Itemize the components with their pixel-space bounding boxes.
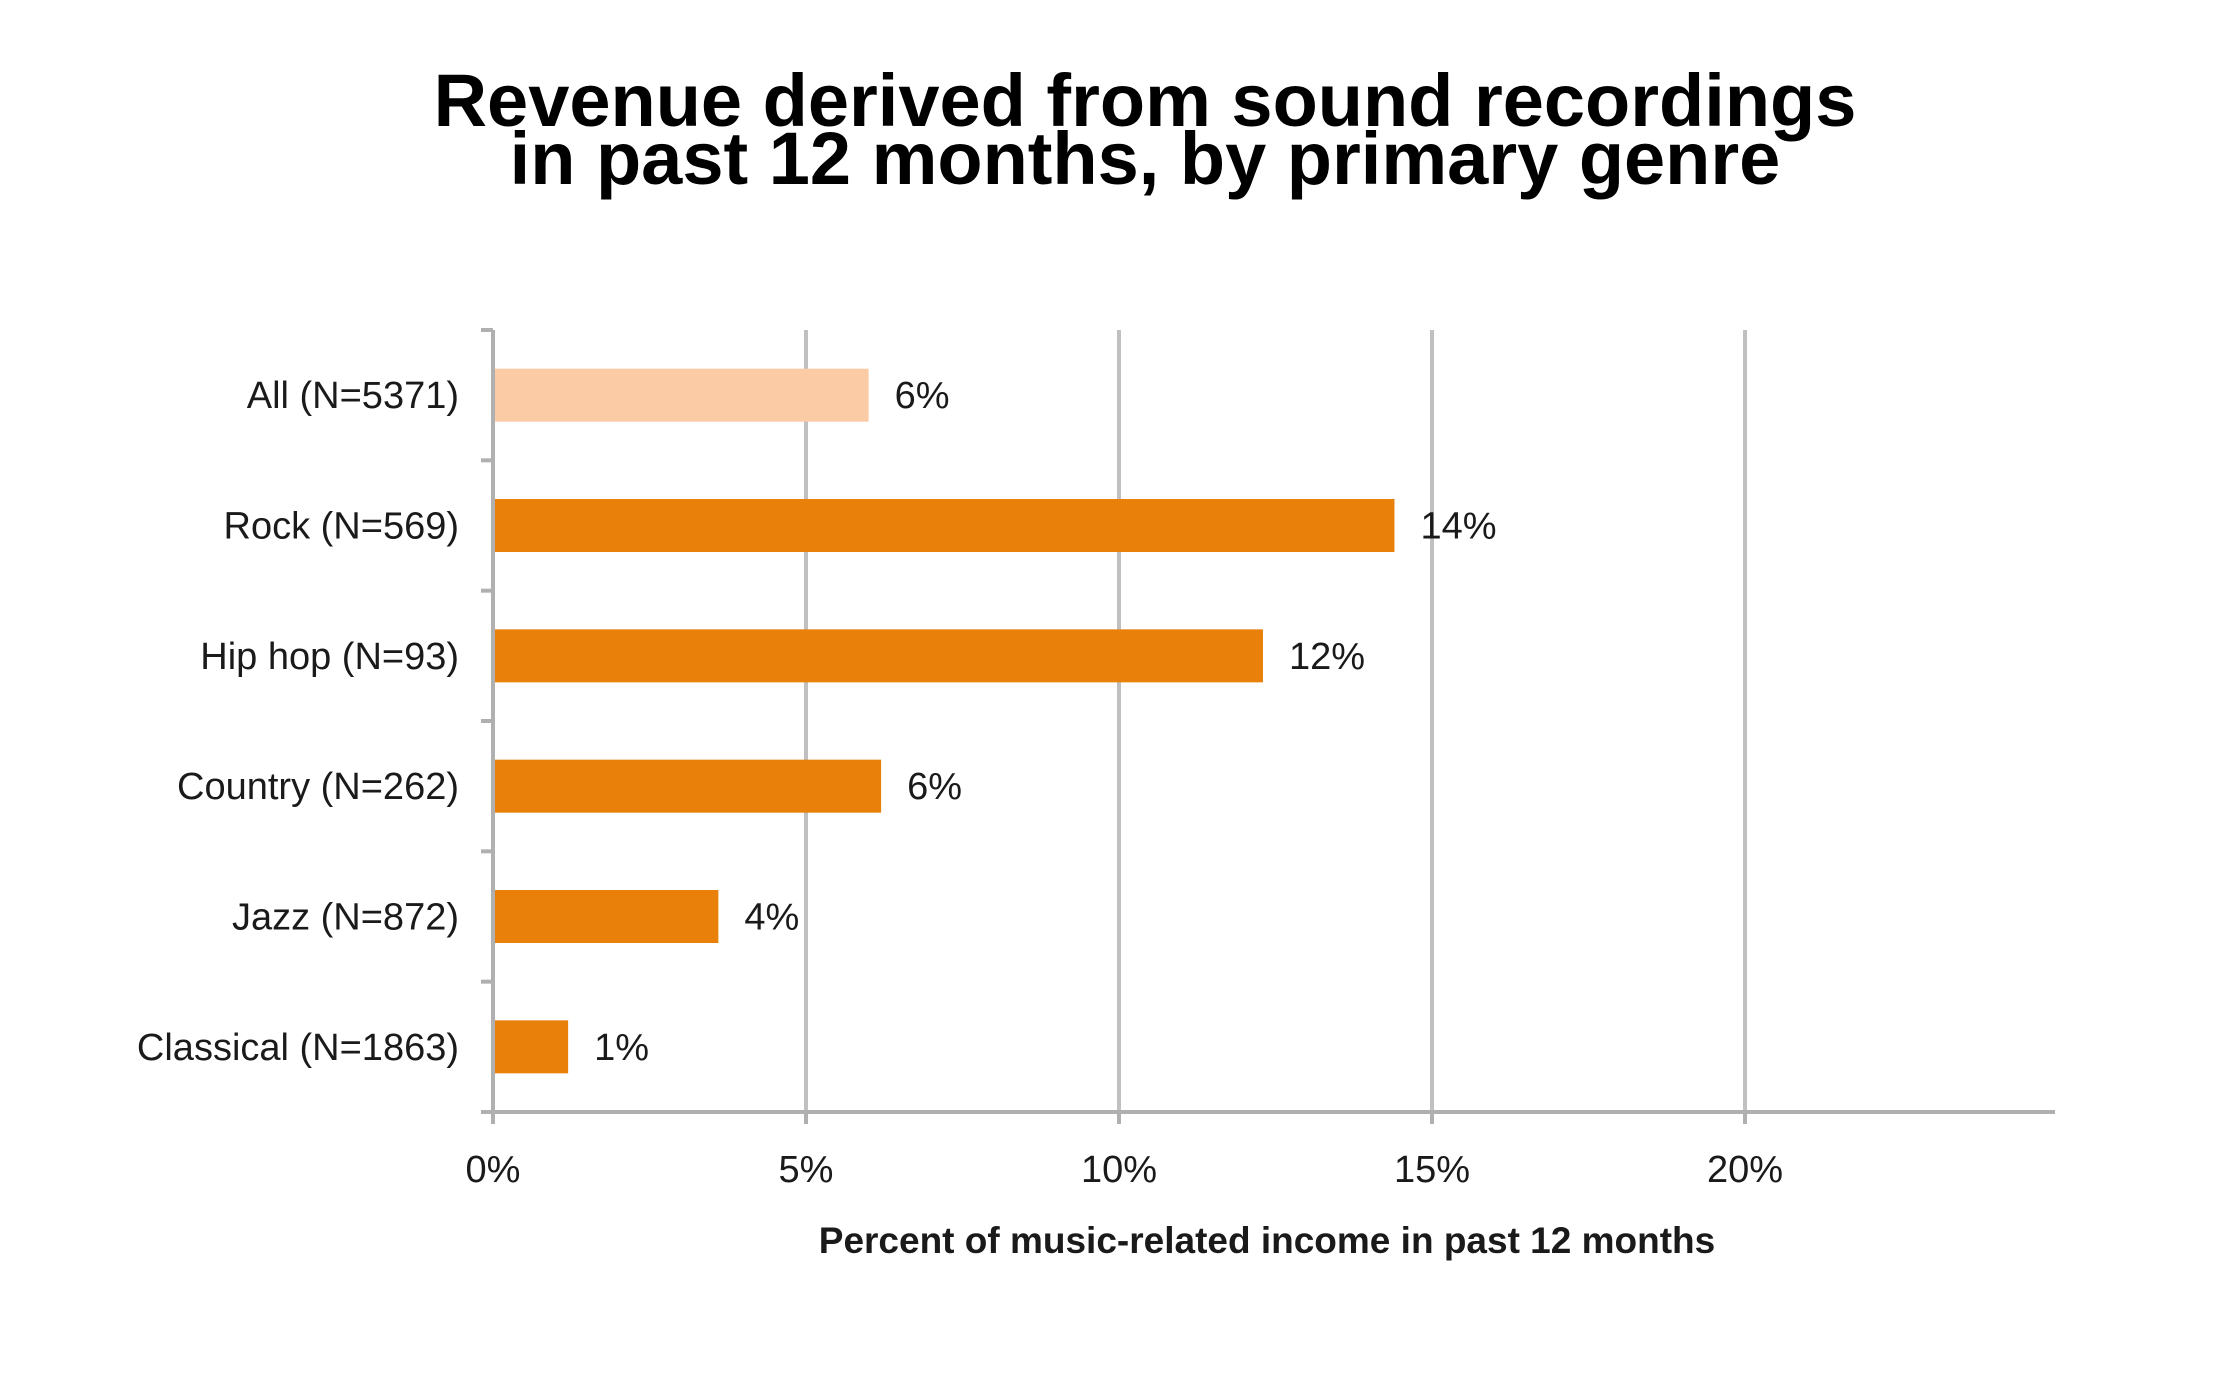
category-label-2: Hip hop (N=93) <box>200 636 459 678</box>
category-label-4: Jazz (N=872) <box>232 897 459 939</box>
bar-0 <box>493 368 869 422</box>
category-label-3: Country (N=262) <box>177 766 459 808</box>
category-label-0: All (N=5371) <box>247 375 459 417</box>
bar-3 <box>493 759 882 813</box>
grid-lines <box>804 330 1747 1112</box>
x-tick-label-5: 5% <box>779 1149 834 1191</box>
chart-title: Revenue derived from sound recordings in… <box>0 59 2240 200</box>
value-label-2: 12% <box>1289 636 1365 678</box>
bar-1 <box>493 499 1395 552</box>
value-label-1: 14% <box>1420 506 1496 548</box>
x-tick-label-0: 0% <box>466 1149 521 1191</box>
category-label-5: Classical (N=1863) <box>137 1027 459 1069</box>
value-label-5: 1% <box>594 1027 649 1069</box>
labels: All (N=5371) 6% Rock (N=569) 14% Hip hop (N=… <box>137 375 1783 1191</box>
value-label-3: 6% <box>907 766 962 808</box>
bar-2 <box>493 629 1263 683</box>
bar-5 <box>493 1020 569 1074</box>
x-axis-title: Percent of music-related income in past … <box>819 1220 1715 1261</box>
bar-4 <box>493 890 719 943</box>
axes <box>481 328 2055 1124</box>
chart-title-line-1: Revenue derived from sound recordings <box>433 59 1857 142</box>
category-label-1: Rock (N=569) <box>224 506 459 548</box>
bars <box>493 368 1395 1074</box>
value-label-4: 4% <box>744 897 799 939</box>
x-tick-label-20: 20% <box>1707 1149 1783 1191</box>
chart-title-line-2: in past 12 months, by primary genre <box>509 117 1781 200</box>
x-tick-label-15: 15% <box>1394 1149 1470 1191</box>
x-tick-label-10: 10% <box>1081 1149 1157 1191</box>
value-label-0: 6% <box>895 375 950 417</box>
